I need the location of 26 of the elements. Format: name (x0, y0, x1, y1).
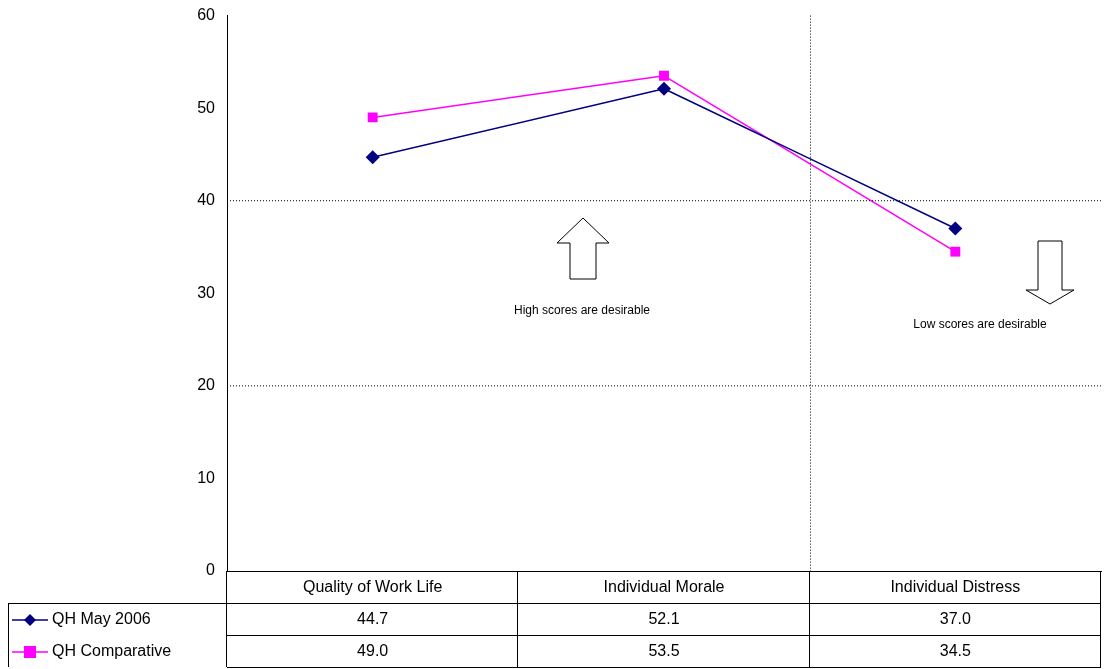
data-label: 37.0 (939, 610, 972, 628)
x-tick-label: Quality of Work Life (303, 578, 443, 596)
legend-label: QH May 2006 (52, 610, 151, 628)
y-tick-label: 20 (197, 376, 216, 394)
point (950, 246, 961, 257)
data-label: 53.5 (648, 642, 680, 660)
x-tick-label: Individual Morale (603, 578, 725, 596)
point (365, 150, 380, 165)
y-tick-label: 50 (197, 98, 216, 116)
point (367, 112, 378, 123)
x-tick-label: Individual Distress (890, 578, 1021, 596)
annotation: Low scores are desirable (913, 317, 1048, 332)
annotation: High scores are desirable (513, 303, 651, 318)
y-tick-label: 10 (197, 468, 216, 486)
legend-label: QH Comparative (52, 642, 172, 660)
point (659, 70, 669, 81)
data-label: 49.0 (357, 642, 389, 660)
y-tick-label: 30 (197, 283, 216, 301)
point (657, 81, 671, 96)
data-label: 44.7 (357, 610, 389, 628)
y-tick-label: 0 (206, 561, 216, 579)
point (948, 221, 963, 236)
data-label: 52.1 (648, 610, 680, 628)
y-tick-label: 60 (197, 6, 216, 24)
y-tick-label: 40 (197, 191, 216, 209)
data-label: 34.5 (939, 642, 972, 660)
